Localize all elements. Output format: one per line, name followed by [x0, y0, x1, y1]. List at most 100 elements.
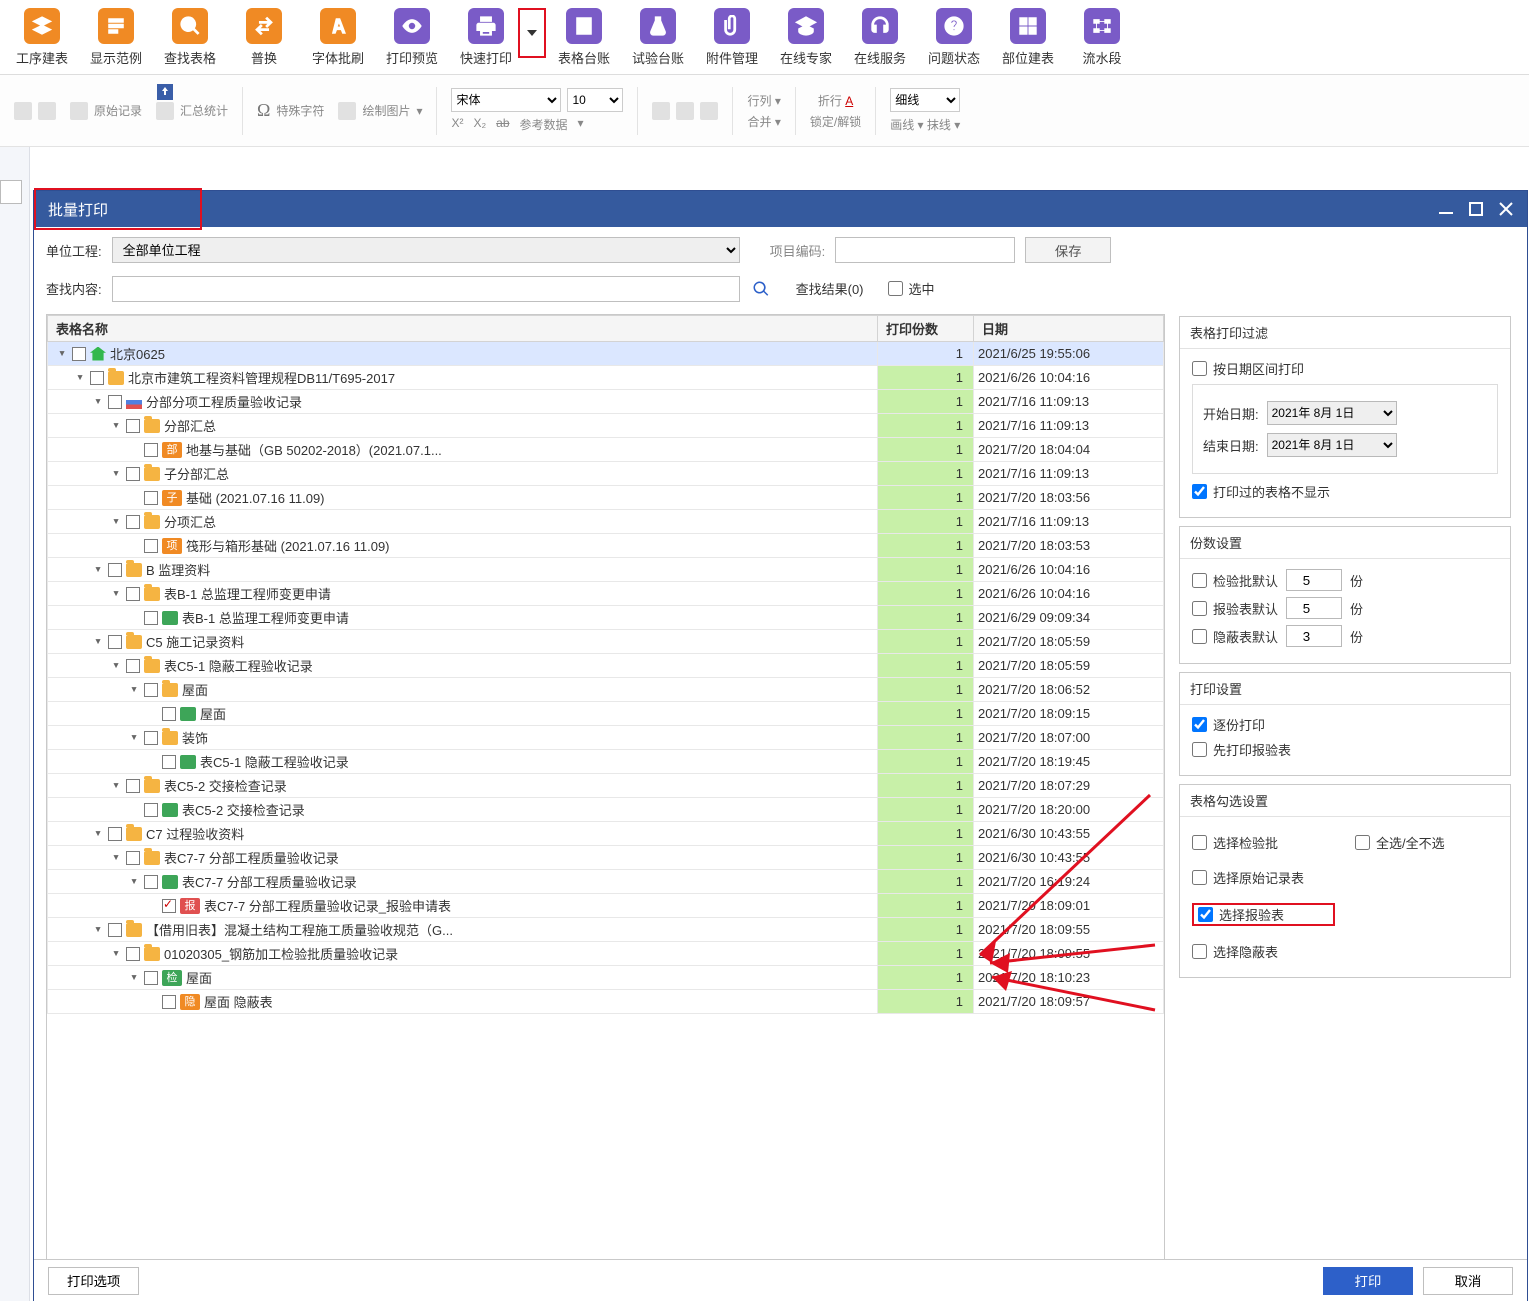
- table-row[interactable]: ▾ 分部汇总 1 2021/7/16 11:09:13: [48, 414, 1164, 438]
- tool-6[interactable]: 快速打印: [450, 8, 522, 74]
- ribbon-lock[interactable]: 锁定/解锁: [810, 115, 861, 129]
- copies-input[interactable]: [1286, 625, 1342, 647]
- print-options-button[interactable]: 打印选项: [48, 1267, 139, 1295]
- save-button[interactable]: 保存: [1025, 237, 1111, 263]
- table-row[interactable]: ▾ B 监理资料 1 2021/6/26 10:04:16: [48, 558, 1164, 582]
- tool-4[interactable]: 字体批刷: [302, 8, 374, 74]
- table-row[interactable]: 表C5-2 交接检查记录 1 2021/7/20 18:20:00: [48, 798, 1164, 822]
- ribbon-draw[interactable]: 绘制图片: [362, 102, 410, 119]
- col-date[interactable]: 日期: [974, 316, 1164, 342]
- modal-title: 批量打印: [48, 199, 108, 220]
- tool-1[interactable]: 显示范例: [80, 8, 152, 74]
- line-style[interactable]: 细线: [890, 88, 960, 112]
- projcode-label: 项目编码:: [770, 241, 826, 260]
- sel-title: 表格勾选设置: [1180, 785, 1510, 817]
- bydate-check[interactable]: [1192, 361, 1207, 376]
- firstbao-check[interactable]: [1192, 742, 1207, 757]
- tool-14[interactable]: 流水段: [1066, 8, 1138, 74]
- print-button[interactable]: 打印: [1323, 1267, 1413, 1295]
- print-title: 打印设置: [1180, 673, 1510, 705]
- table-row[interactable]: ▾ 【借用旧表】混凝土结构工程施工质量验收规范（G... 1 2021/7/20…: [48, 918, 1164, 942]
- table-row[interactable]: ▾ 表C7-7 分部工程质量验收记录 1 2021/6/30 10:43:55: [48, 846, 1164, 870]
- table-row[interactable]: ▾ 装饰 1 2021/7/20 18:07:00: [48, 726, 1164, 750]
- end-date[interactable]: 2021年 8月 1日: [1267, 433, 1397, 457]
- ribbon-merge[interactable]: 合并: [747, 115, 771, 129]
- table-row[interactable]: ▾ 表B-1 总监理工程师变更申请 1 2021/6/26 10:04:16: [48, 582, 1164, 606]
- table-row[interactable]: ▾ 分项汇总 1 2021/7/16 11:09:13: [48, 510, 1164, 534]
- table-row[interactable]: ▾ 检 屋面 1 2021/7/20 18:10:23: [48, 966, 1164, 990]
- sel-orig[interactable]: [1192, 870, 1207, 885]
- tool-8[interactable]: 试验台账: [622, 8, 694, 74]
- ribbon-row[interactable]: 行列: [747, 94, 771, 108]
- results-label: 查找结果(0): [796, 279, 864, 298]
- ribbon-stat[interactable]: 汇总统计: [180, 102, 228, 119]
- table-row[interactable]: 表B-1 总监理工程师变更申请 1 2021/6/29 09:09:34: [48, 606, 1164, 630]
- search-icon[interactable]: [750, 278, 772, 300]
- ribbon-wrap[interactable]: 折行: [818, 94, 842, 108]
- minimize-icon[interactable]: [1439, 202, 1453, 216]
- sel-all[interactable]: [1355, 835, 1370, 850]
- table-row[interactable]: ▾ 01020305_钢筋加工检验批质量验收记录 1 2021/7/20 18:…: [48, 942, 1164, 966]
- close-icon[interactable]: [1499, 202, 1513, 216]
- col-name[interactable]: 表格名称: [48, 316, 878, 342]
- table-row[interactable]: 表C5-1 隐蔽工程验收记录 1 2021/7/20 18:19:45: [48, 750, 1164, 774]
- search-input[interactable]: [112, 276, 740, 302]
- sel-jian[interactable]: [1192, 835, 1207, 850]
- tool-11[interactable]: 在线服务: [844, 8, 916, 74]
- copies-input[interactable]: [1286, 569, 1342, 591]
- sub-btn[interactable]: X₂: [473, 116, 486, 133]
- filter-title: 表格打印过滤: [1180, 317, 1510, 349]
- strike-btn[interactable]: ab: [496, 116, 509, 133]
- tool-2[interactable]: 查找表格: [154, 8, 226, 74]
- table-row[interactable]: ▾ C5 施工记录资料 1 2021/7/20 18:05:59: [48, 630, 1164, 654]
- table-row[interactable]: ▾ 北京0625 1 2021/6/25 19:55:06: [48, 342, 1164, 366]
- maximize-icon[interactable]: [1469, 202, 1483, 216]
- table-row[interactable]: ▾ 表C5-2 交接检查记录 1 2021/7/20 18:07:29: [48, 774, 1164, 798]
- table-row[interactable]: ▾ 表C7-7 分部工程质量验收记录 1 2021/7/20 16:19:24: [48, 870, 1164, 894]
- sel-yin[interactable]: [1192, 944, 1207, 959]
- sup-btn[interactable]: X²: [451, 116, 463, 133]
- table-row[interactable]: ▾ 北京市建筑工程资料管理规程DB11/T695-2017 1 2021/6/2…: [48, 366, 1164, 390]
- copies-input[interactable]: [1286, 597, 1342, 619]
- ribbon-original[interactable]: 原始记录: [94, 102, 142, 119]
- draw-line[interactable]: 画线: [890, 118, 914, 132]
- col-copies[interactable]: 打印份数: [878, 316, 974, 342]
- table-row[interactable]: ▾ 表C5-1 隐蔽工程验收记录 1 2021/7/20 18:05:59: [48, 654, 1164, 678]
- tool-3[interactable]: 普换: [228, 8, 300, 74]
- table-row[interactable]: ▾ C7 过程验收资料 1 2021/6/30 10:43:55: [48, 822, 1164, 846]
- table-row[interactable]: 报 表C7-7 分部工程质量验收记录_报验申请表 1 2021/7/20 18:…: [48, 894, 1164, 918]
- tool-9[interactable]: 附件管理: [696, 8, 768, 74]
- table-row[interactable]: ▾ 分部分项工程质量验收记录 1 2021/7/16 11:09:13: [48, 390, 1164, 414]
- table-row[interactable]: 屋面 1 2021/7/20 18:09:15: [48, 702, 1164, 726]
- tool-5[interactable]: 打印预览: [376, 8, 448, 74]
- tool-12[interactable]: 问题状态: [918, 8, 990, 74]
- ribbon-special[interactable]: 特殊字符: [276, 102, 324, 119]
- tool-7[interactable]: 表格台账: [548, 8, 620, 74]
- percopy-check[interactable]: [1192, 717, 1207, 732]
- table-row[interactable]: 隐 屋面 隐蔽表 1 2021/7/20 18:09:57: [48, 990, 1164, 1014]
- tiny-input[interactable]: [0, 180, 22, 204]
- tool-13[interactable]: 部位建表: [992, 8, 1064, 74]
- cancel-button[interactable]: 取消: [1423, 1267, 1513, 1295]
- table-row[interactable]: 部 地基与基础（GB 50202-2018）(2021.07.1... 1 20…: [48, 438, 1164, 462]
- projcode-input[interactable]: [835, 237, 1015, 263]
- table-row[interactable]: 项 筏形与箱形基础 (2021.07.16 11.09) 1 2021/7/20…: [48, 534, 1164, 558]
- start-date[interactable]: 2021年 8月 1日: [1267, 401, 1397, 425]
- table-row[interactable]: 子 基础 (2021.07.16 11.09) 1 2021/7/20 18:0…: [48, 486, 1164, 510]
- search-label: 查找内容:: [46, 279, 102, 298]
- erase-line[interactable]: 抹线: [927, 118, 951, 132]
- table-row[interactable]: ▾ 子分部汇总 1 2021/7/16 11:09:13: [48, 462, 1164, 486]
- tool-10[interactable]: 在线专家: [770, 8, 842, 74]
- select-found-check[interactable]: [888, 281, 903, 296]
- copies-title: 份数设置: [1180, 527, 1510, 559]
- table-row[interactable]: ▾ 屋面 1 2021/7/20 18:06:52: [48, 678, 1164, 702]
- sel-bao[interactable]: [1198, 907, 1213, 922]
- fontsize-select[interactable]: 10: [567, 88, 623, 112]
- quickprint-dropdown[interactable]: [518, 8, 546, 58]
- tool-0[interactable]: 工序建表: [6, 8, 78, 74]
- hide-printed-check[interactable]: [1192, 484, 1207, 499]
- font-select[interactable]: 宋体: [451, 88, 561, 112]
- ref-btn[interactable]: 参考数据: [520, 116, 568, 133]
- unit-select[interactable]: 全部单位工程: [112, 237, 740, 263]
- pin-icon[interactable]: [157, 84, 173, 100]
